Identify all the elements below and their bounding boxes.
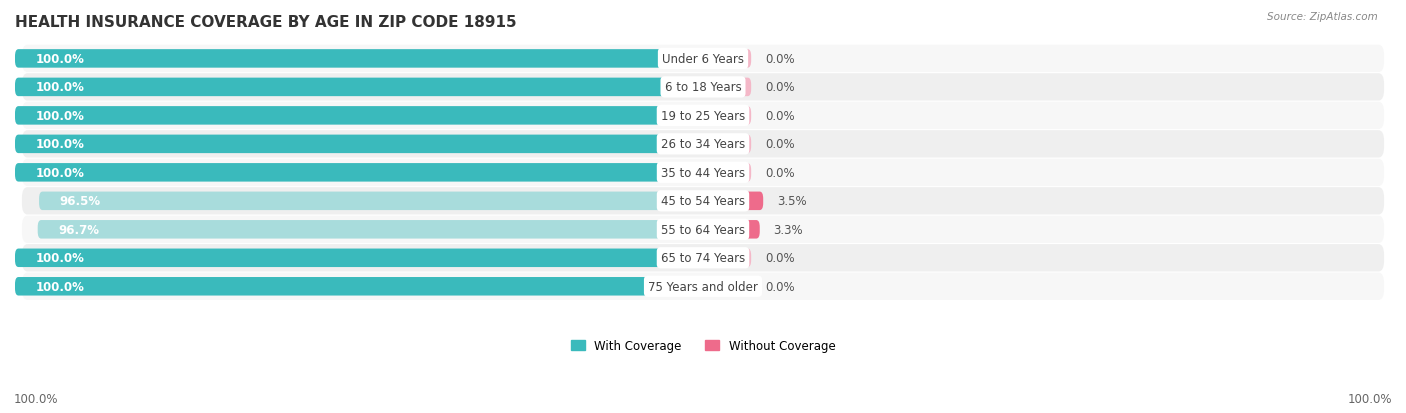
Text: 0.0%: 0.0% <box>765 53 794 66</box>
FancyBboxPatch shape <box>703 164 751 182</box>
FancyBboxPatch shape <box>22 216 1384 243</box>
FancyBboxPatch shape <box>22 244 1384 272</box>
FancyBboxPatch shape <box>15 249 703 267</box>
FancyBboxPatch shape <box>15 135 703 154</box>
Text: 100.0%: 100.0% <box>35 280 84 293</box>
Text: 100.0%: 100.0% <box>35 109 84 123</box>
Text: 96.5%: 96.5% <box>59 195 101 208</box>
Text: 0.0%: 0.0% <box>765 166 794 179</box>
FancyBboxPatch shape <box>703 192 763 211</box>
FancyBboxPatch shape <box>15 78 703 97</box>
Text: 0.0%: 0.0% <box>765 109 794 123</box>
FancyBboxPatch shape <box>22 45 1384 73</box>
FancyBboxPatch shape <box>703 107 751 125</box>
Legend: With Coverage, Without Coverage: With Coverage, Without Coverage <box>565 335 841 357</box>
Text: Source: ZipAtlas.com: Source: ZipAtlas.com <box>1267 12 1378 22</box>
FancyBboxPatch shape <box>22 74 1384 101</box>
FancyBboxPatch shape <box>15 278 703 296</box>
Text: Under 6 Years: Under 6 Years <box>662 53 744 66</box>
Text: 19 to 25 Years: 19 to 25 Years <box>661 109 745 123</box>
Text: 6 to 18 Years: 6 to 18 Years <box>665 81 741 94</box>
Text: 100.0%: 100.0% <box>35 252 84 265</box>
Text: 100.0%: 100.0% <box>35 53 84 66</box>
FancyBboxPatch shape <box>703 221 759 239</box>
Text: 100.0%: 100.0% <box>1347 392 1392 405</box>
FancyBboxPatch shape <box>38 221 703 239</box>
Text: 55 to 64 Years: 55 to 64 Years <box>661 223 745 236</box>
Text: 75 Years and older: 75 Years and older <box>648 280 758 293</box>
FancyBboxPatch shape <box>15 50 703 69</box>
FancyBboxPatch shape <box>22 273 1384 300</box>
FancyBboxPatch shape <box>22 188 1384 215</box>
Text: 100.0%: 100.0% <box>35 166 84 179</box>
Text: 0.0%: 0.0% <box>765 252 794 265</box>
FancyBboxPatch shape <box>15 107 703 125</box>
Text: 96.7%: 96.7% <box>58 223 100 236</box>
Text: 100.0%: 100.0% <box>14 392 59 405</box>
Text: 3.5%: 3.5% <box>778 195 807 208</box>
Text: 0.0%: 0.0% <box>765 280 794 293</box>
FancyBboxPatch shape <box>22 131 1384 158</box>
FancyBboxPatch shape <box>703 249 751 267</box>
Text: 100.0%: 100.0% <box>35 81 84 94</box>
Text: 35 to 44 Years: 35 to 44 Years <box>661 166 745 179</box>
Text: 0.0%: 0.0% <box>765 138 794 151</box>
Text: 65 to 74 Years: 65 to 74 Years <box>661 252 745 265</box>
FancyBboxPatch shape <box>39 192 703 211</box>
FancyBboxPatch shape <box>22 159 1384 187</box>
FancyBboxPatch shape <box>15 164 703 182</box>
Text: 45 to 54 Years: 45 to 54 Years <box>661 195 745 208</box>
Text: 0.0%: 0.0% <box>765 81 794 94</box>
FancyBboxPatch shape <box>22 102 1384 130</box>
Text: 3.3%: 3.3% <box>773 223 803 236</box>
Text: 26 to 34 Years: 26 to 34 Years <box>661 138 745 151</box>
FancyBboxPatch shape <box>703 278 751 296</box>
FancyBboxPatch shape <box>703 50 751 69</box>
FancyBboxPatch shape <box>703 135 751 154</box>
Text: 100.0%: 100.0% <box>35 138 84 151</box>
Text: HEALTH INSURANCE COVERAGE BY AGE IN ZIP CODE 18915: HEALTH INSURANCE COVERAGE BY AGE IN ZIP … <box>15 15 516 30</box>
FancyBboxPatch shape <box>703 78 751 97</box>
